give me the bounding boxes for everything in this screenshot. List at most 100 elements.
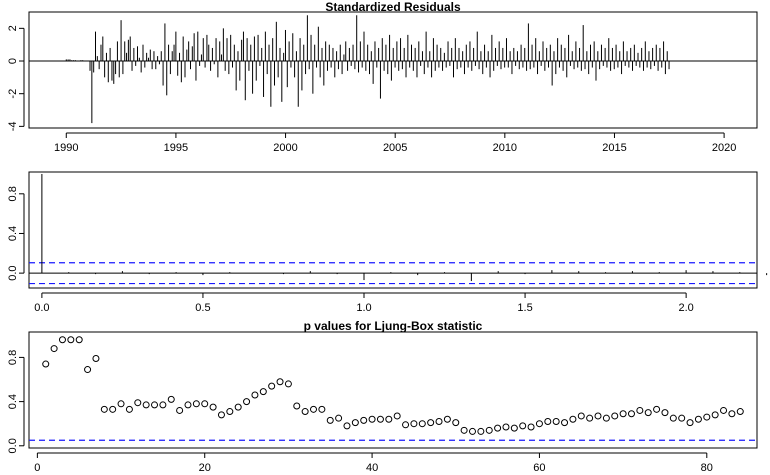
ljung-box-title: p values for Ljung-Box statistic (304, 319, 483, 333)
p-value-point (569, 415, 577, 423)
p-value-point (460, 426, 468, 434)
x-tick-label: 2005 (383, 142, 407, 154)
x-tick-label: 2010 (493, 142, 517, 154)
p-value-point (402, 421, 410, 429)
p-value-point (284, 380, 292, 388)
x-tick-label: 0 (34, 462, 40, 474)
p-value-point (142, 401, 150, 409)
p-value-point (661, 409, 669, 417)
p-value-point (669, 414, 677, 422)
p-value-point (201, 400, 209, 408)
plot-frame (28, 11, 758, 129)
p-value-point (293, 402, 301, 410)
x-tick-label: 0.5 (195, 302, 210, 314)
p-value-point (92, 355, 100, 363)
p-value-point (561, 419, 569, 427)
p-value-point (602, 414, 610, 422)
p-value-point (234, 403, 242, 411)
p-value-point (268, 382, 276, 390)
p-value-point (58, 336, 66, 344)
plot-frame (28, 171, 758, 289)
p-value-point (418, 420, 426, 428)
x-tick-label: 1990 (54, 142, 78, 154)
p-value-point (443, 415, 451, 423)
p-value-point (243, 398, 251, 406)
p-value-point (594, 412, 602, 420)
y-tick-label: 0.0 (7, 265, 19, 280)
p-value-point (335, 414, 343, 422)
p-value-point (711, 411, 719, 419)
p-value-point (468, 427, 476, 435)
residuals-panel: Standardized Residuals 1990 1995 2000 2005 2… (7, 0, 758, 154)
y-tick-label: 0.0 (7, 438, 19, 453)
p-value-point (50, 345, 58, 353)
x-tick-label: 20 (199, 462, 211, 474)
p-value-point (577, 412, 585, 420)
p-value-point (326, 416, 334, 424)
p-value-point (351, 419, 359, 427)
p-value-point (694, 415, 702, 423)
acf-panel: 0.0 0.5 1.0 1.5 2.0 0.0 0.4 0.8 (7, 171, 768, 314)
p-value-point (494, 424, 502, 432)
p-value-point (703, 413, 711, 421)
p-value-point (226, 408, 234, 416)
y-tick-label: 0 (7, 58, 19, 64)
p-value-point (159, 401, 167, 409)
y-tick-label: -4 (7, 121, 19, 131)
x-tick-label: 2.0 (678, 302, 693, 314)
p-value-point (477, 427, 485, 435)
p-value-point (301, 408, 309, 416)
p-value-point (209, 403, 217, 411)
p-value-point (84, 366, 92, 374)
x-tick-label: 2000 (273, 142, 297, 154)
y-tick-label: 0.8 (7, 350, 19, 365)
p-value-point (535, 420, 543, 428)
p-value-point (736, 408, 744, 416)
p-value-point (360, 416, 368, 424)
p-value-point (310, 405, 318, 413)
p-value-point (368, 415, 376, 423)
p-value-point (627, 410, 635, 418)
p-value-point (134, 399, 142, 407)
p-value-point (653, 405, 661, 413)
p-value-point (259, 388, 267, 396)
y-tick-label: 2 (7, 25, 19, 31)
p-value-point (385, 415, 393, 423)
p-value-point (151, 401, 159, 409)
p-value-point (192, 400, 200, 408)
x-tick-label: 1.0 (356, 302, 371, 314)
p-value-point (644, 409, 652, 417)
x-tick-label: 2020 (712, 142, 736, 154)
p-value-point (586, 414, 594, 422)
p-value-point (251, 391, 259, 399)
x-tick-label: 2015 (602, 142, 626, 154)
residuals-title: Standardized Residuals (325, 0, 461, 14)
p-value-point (720, 406, 728, 414)
y-tick-label: 0.4 (7, 394, 19, 409)
p-value-point (678, 414, 686, 422)
p-value-point (636, 406, 644, 414)
p-value-point (510, 424, 518, 432)
p-value-point (117, 400, 125, 408)
x-tick-label: 80 (701, 462, 713, 474)
p-value-point (109, 405, 117, 413)
p-value-point (167, 395, 175, 403)
x-tick-label: 1.5 (517, 302, 532, 314)
p-value-point (42, 360, 50, 368)
p-value-point (728, 410, 736, 418)
p-value-point (686, 419, 694, 427)
p-value-point (184, 401, 192, 409)
p-value-point (619, 410, 627, 418)
p-value-point (544, 417, 552, 425)
p-value-point (427, 419, 435, 427)
p-value-point (393, 412, 401, 420)
x-tick-label: 60 (533, 462, 545, 474)
p-value-point (217, 411, 225, 419)
p-value-point (276, 378, 284, 386)
ljung-box-panel: p values for Ljung-Box statistic 0 20 40 60… (7, 319, 758, 474)
p-value-point (318, 405, 326, 413)
p-value-point (410, 420, 418, 428)
p-value-point (502, 423, 510, 431)
p-value-point (343, 422, 351, 430)
